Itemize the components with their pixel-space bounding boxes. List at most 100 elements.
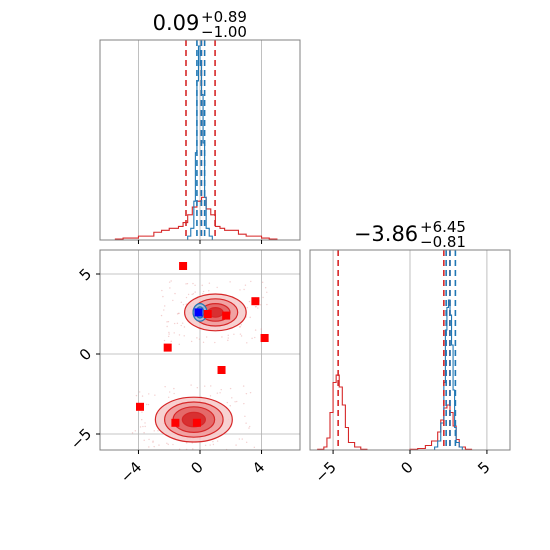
sample-dot bbox=[261, 281, 264, 284]
sample-dot bbox=[167, 335, 170, 338]
sample-dot bbox=[239, 289, 241, 291]
y-tick-label-1: 0 bbox=[76, 345, 95, 364]
sample-dot bbox=[185, 296, 188, 299]
right-title-value: −3.86 bbox=[354, 222, 418, 246]
sample-dot bbox=[183, 335, 185, 337]
sample-dot bbox=[192, 282, 194, 285]
sample-dot bbox=[131, 432, 134, 434]
sample-dot bbox=[204, 444, 207, 446]
sample-dot bbox=[182, 304, 185, 306]
x-tick-label-2: 4 bbox=[249, 458, 268, 477]
sample-dot bbox=[152, 440, 154, 442]
sample-dot bbox=[146, 403, 148, 406]
sample-dot bbox=[186, 442, 188, 444]
sample-dot bbox=[164, 451, 165, 452]
sample-dot bbox=[190, 340, 193, 343]
sample-dot bbox=[214, 341, 216, 344]
sample-dot bbox=[163, 339, 166, 342]
red-marker-0 bbox=[179, 262, 188, 270]
hist-right-panel: −5 0 5 bbox=[309, 249, 511, 486]
sample-dot bbox=[133, 453, 134, 454]
sample-dot bbox=[186, 282, 189, 285]
sample-dot bbox=[245, 422, 247, 424]
sample-dot bbox=[148, 446, 150, 448]
sample-dot bbox=[226, 401, 229, 404]
sample-dot bbox=[161, 289, 163, 292]
red-marker-2 bbox=[203, 310, 212, 318]
sample-dot bbox=[254, 336, 256, 339]
blue-histogram bbox=[187, 45, 213, 240]
sample-dot bbox=[168, 281, 171, 283]
red-marker-1 bbox=[251, 297, 260, 306]
sample-dot bbox=[198, 451, 199, 452]
sample-dot bbox=[202, 290, 205, 293]
sample-dot bbox=[208, 290, 210, 292]
x-tick-label-1: 0 bbox=[397, 458, 416, 477]
sample-dot bbox=[246, 307, 248, 309]
sample-dot bbox=[135, 394, 138, 397]
sample-dot bbox=[180, 301, 183, 304]
sample-dot bbox=[259, 304, 262, 306]
sample-dot bbox=[178, 343, 180, 346]
sample-dot bbox=[180, 324, 182, 327]
x-tick-label-0: −5 bbox=[312, 458, 340, 486]
sample-dot bbox=[174, 292, 176, 295]
sample-dot bbox=[158, 444, 160, 446]
sample-dot bbox=[198, 338, 201, 340]
sample-dot bbox=[168, 331, 170, 334]
sample-dot bbox=[144, 425, 146, 428]
sample-dot bbox=[253, 446, 256, 449]
sample-dot bbox=[239, 333, 242, 335]
sample-dot bbox=[248, 427, 250, 429]
sample-dot bbox=[216, 440, 219, 442]
sample-dot bbox=[240, 324, 242, 326]
sample-dot bbox=[170, 280, 172, 282]
sample-dot bbox=[245, 441, 248, 444]
sample-dot bbox=[181, 322, 184, 324]
sample-dot bbox=[260, 328, 262, 330]
sample-dot bbox=[166, 442, 168, 445]
sample-dot bbox=[245, 392, 248, 395]
sample-dot bbox=[176, 313, 179, 315]
sample-dot bbox=[141, 411, 143, 413]
sample-dot bbox=[148, 393, 150, 395]
sample-dot bbox=[238, 326, 241, 328]
sample-dot bbox=[202, 341, 205, 344]
sample-dot bbox=[167, 396, 170, 398]
sample-dot bbox=[195, 452, 196, 453]
sample-dot bbox=[243, 402, 245, 405]
sample-dot bbox=[241, 438, 243, 440]
sample-dot bbox=[141, 419, 143, 421]
contour-2d-panel: −4 0 4 −5 0 5 bbox=[67, 249, 301, 486]
red-histogram bbox=[317, 374, 473, 451]
x-tick-label-2: 5 bbox=[474, 458, 493, 477]
sample-dot bbox=[249, 425, 251, 428]
top-title-minus: −1.00 bbox=[201, 23, 247, 41]
red-marker-4 bbox=[260, 334, 269, 342]
sample-dot bbox=[205, 452, 206, 453]
sample-dot bbox=[163, 309, 165, 311]
sample-dot bbox=[144, 422, 146, 424]
sample-dot bbox=[266, 303, 268, 306]
sample-dot bbox=[229, 387, 232, 390]
sample-dot bbox=[160, 314, 163, 317]
right-title-plus: +6.45 bbox=[420, 218, 466, 236]
sample-dot bbox=[244, 454, 245, 455]
sample-dot bbox=[201, 284, 203, 287]
sample-dot bbox=[176, 322, 179, 325]
sample-dot bbox=[246, 342, 248, 344]
sample-dot bbox=[194, 291, 196, 293]
sample-dot bbox=[208, 282, 211, 284]
sample-dot bbox=[252, 455, 253, 456]
sample-dot bbox=[170, 453, 171, 454]
x-tick-label-1: 0 bbox=[187, 458, 206, 477]
sample-dot bbox=[251, 337, 253, 340]
sample-dot bbox=[227, 339, 229, 342]
sample-dot bbox=[244, 284, 247, 286]
sample-dot bbox=[196, 337, 198, 339]
sample-dot bbox=[164, 386, 166, 388]
sample-dot bbox=[219, 454, 220, 455]
y-tick-label-2: 5 bbox=[76, 265, 95, 284]
sample-dot bbox=[233, 333, 235, 335]
